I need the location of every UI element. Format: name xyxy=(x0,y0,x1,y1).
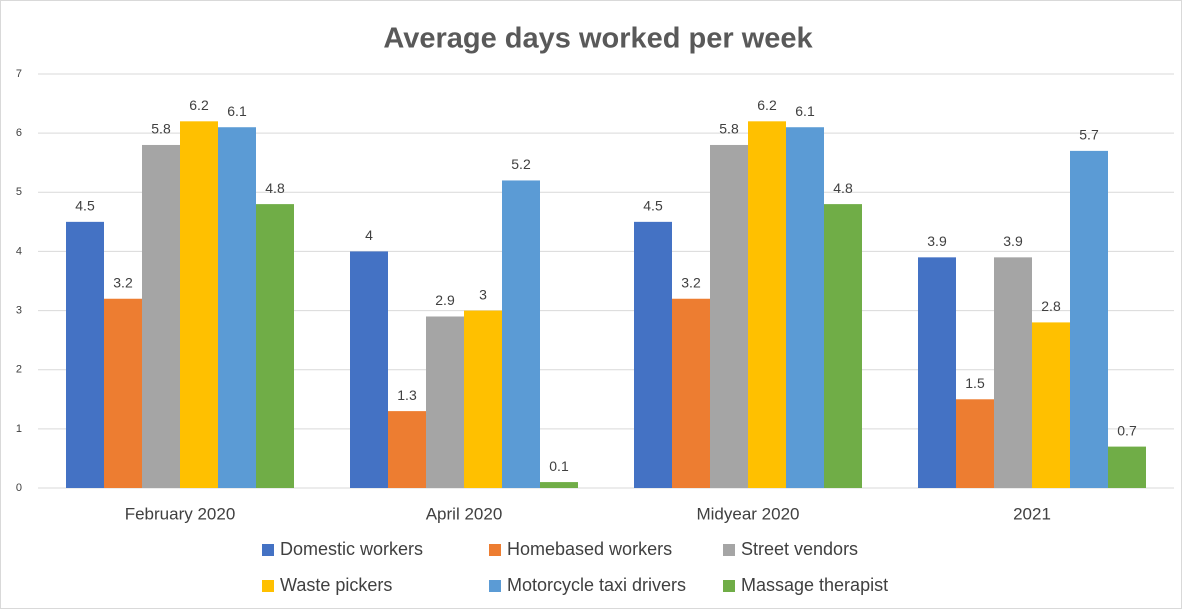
data-label: 0.1 xyxy=(549,458,569,474)
legend-label: Street vendors xyxy=(741,539,858,559)
bar xyxy=(1108,446,1146,488)
data-label: 6.2 xyxy=(189,97,209,113)
bar xyxy=(1032,322,1070,488)
y-tick-label: 0 xyxy=(16,482,22,494)
bar xyxy=(426,316,464,488)
legend-label: Homebased workers xyxy=(507,539,672,559)
bar xyxy=(104,298,142,488)
data-label: 5.2 xyxy=(511,156,531,172)
bar xyxy=(748,121,786,489)
data-label: 6.1 xyxy=(227,103,247,119)
y-tick-label: 2 xyxy=(16,364,22,376)
bar xyxy=(540,482,578,488)
legend-swatch xyxy=(723,544,735,556)
chart-title: Average days worked per week xyxy=(383,23,813,55)
bar xyxy=(634,221,672,488)
y-tick-label: 6 xyxy=(16,127,22,139)
bar xyxy=(350,251,388,488)
bar xyxy=(994,257,1032,488)
bar xyxy=(142,144,180,488)
data-label: 6.1 xyxy=(795,103,815,119)
y-tick-label: 4 xyxy=(16,245,22,257)
data-label: 5.8 xyxy=(719,121,739,137)
x-tick-label: April 2020 xyxy=(426,504,503,523)
data-label: 4 xyxy=(365,227,373,243)
bar xyxy=(1070,150,1108,488)
legend-swatch xyxy=(262,544,274,556)
bar xyxy=(66,221,104,488)
x-tick-label: February 2020 xyxy=(125,504,236,523)
bar xyxy=(180,121,218,489)
bar xyxy=(464,310,502,488)
data-label: 1.3 xyxy=(397,387,417,403)
data-label: 4.8 xyxy=(833,180,853,196)
bar xyxy=(218,127,256,488)
data-label: 4.5 xyxy=(75,198,95,214)
bar xyxy=(824,204,862,488)
legend-label: Massage therapist xyxy=(741,575,888,595)
y-tick-label: 1 xyxy=(16,423,22,435)
bar xyxy=(786,127,824,488)
data-label: 0.7 xyxy=(1117,422,1137,438)
data-label: 3.9 xyxy=(1003,233,1023,249)
data-label: 4.8 xyxy=(265,180,285,196)
data-label: 1.5 xyxy=(965,375,985,391)
data-label: 4.5 xyxy=(643,198,663,214)
bar xyxy=(672,298,710,488)
legend-label: Motorcycle taxi drivers xyxy=(507,575,686,595)
bar xyxy=(502,180,540,488)
bar xyxy=(918,257,956,488)
x-tick-label: 2021 xyxy=(1013,504,1051,523)
data-label: 3 xyxy=(479,286,487,302)
y-tick-label: 5 xyxy=(16,186,22,198)
legend-swatch xyxy=(723,580,735,592)
data-label: 3.2 xyxy=(113,274,133,290)
data-label: 2.9 xyxy=(435,292,455,308)
bar xyxy=(388,411,426,488)
legend-label: Domestic workers xyxy=(280,539,423,559)
data-label: 5.8 xyxy=(151,121,171,137)
y-tick-label: 7 xyxy=(16,68,22,80)
data-label: 5.7 xyxy=(1079,127,1099,143)
legend-swatch xyxy=(489,580,501,592)
data-label: 6.2 xyxy=(757,97,777,113)
bar xyxy=(710,144,748,488)
bar xyxy=(256,204,294,488)
y-tick-label: 3 xyxy=(16,304,22,316)
data-label: 2.8 xyxy=(1041,298,1061,314)
x-tick-label: Midyear 2020 xyxy=(696,504,799,523)
data-label: 3.9 xyxy=(927,233,947,249)
legend-swatch xyxy=(489,544,501,556)
legend-swatch xyxy=(262,580,274,592)
legend-label: Waste pickers xyxy=(280,575,392,595)
bar xyxy=(956,399,994,488)
data-label: 3.2 xyxy=(681,274,701,290)
